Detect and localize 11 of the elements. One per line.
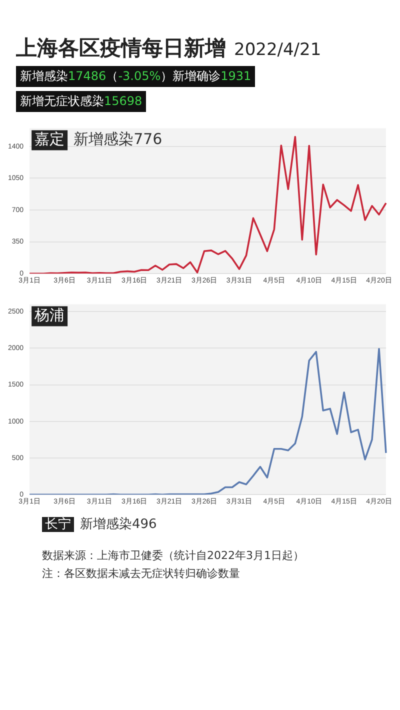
- text: 新增感染17486（-3.05%）新增确诊1931: [20, 69, 252, 83]
- text: 2022/4/21: [234, 40, 322, 60]
- chart-title: 嘉定: [34, 130, 65, 148]
- text: 长宁: [42, 517, 74, 532]
- text: 上海各区疫情每日新增: [16, 36, 226, 60]
- source-note: 数据来源：上海市卫健委（统计自2022年3月1日起）: [41, 548, 305, 564]
- text: 注：各区数据未减去无症状转归确诊数量: [41, 566, 241, 582]
- text: 新增无症状感染15698: [20, 94, 142, 108]
- chart-title: 杨浦: [34, 306, 65, 324]
- chart-subtitle: 新增感染776: [74, 130, 162, 148]
- text: 新增感染496: [80, 517, 157, 532]
